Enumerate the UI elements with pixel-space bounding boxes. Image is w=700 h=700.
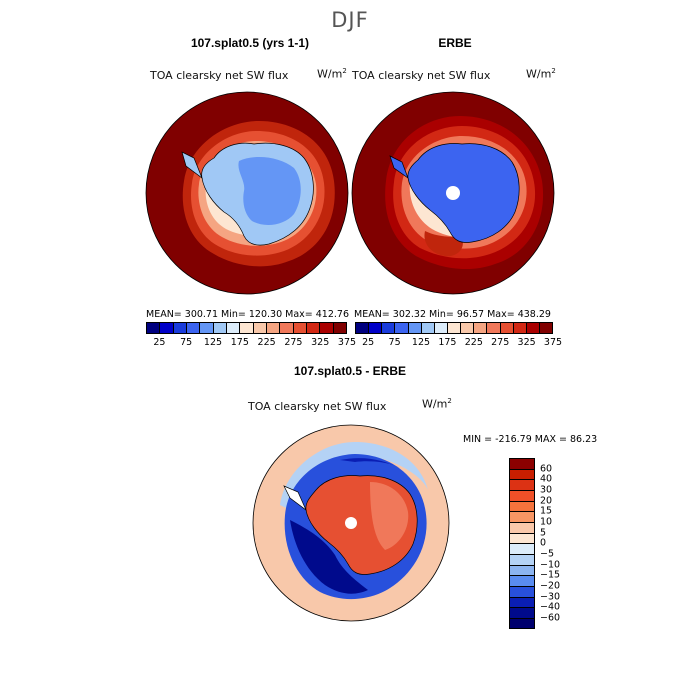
colorbar-tick-label: 275 <box>491 337 510 348</box>
left-panel-units: W/m2 <box>317 67 347 81</box>
colorbar-swatch <box>474 323 488 333</box>
colorbar-tick-label: −40 <box>540 601 561 613</box>
colorbar-swatch <box>293 323 307 333</box>
colorbar-swatch <box>421 323 435 333</box>
season-title: DJF <box>331 8 369 32</box>
right-panel-units: W/m2 <box>526 67 556 81</box>
colorbar-swatch <box>509 458 535 469</box>
colorbar-tick-label: 75 <box>180 337 193 348</box>
colorbar-swatch <box>509 596 535 608</box>
colorbar-swatch <box>509 489 535 501</box>
diff-panel-title: 107.splat0.5 - ERBE <box>293 364 407 378</box>
colorbar-swatch <box>509 521 535 533</box>
colorbar-tick-label: 10 <box>540 516 553 528</box>
colorbar-tick-label: 125 <box>203 337 223 348</box>
colorbar-swatch <box>509 553 535 565</box>
colorbar-tick-label: 175 <box>438 337 457 348</box>
colorbar-swatch <box>509 617 535 629</box>
diff-panel-units: W/m2 <box>422 397 452 411</box>
colorbar-swatch <box>253 323 267 333</box>
colorbar-swatch <box>369 323 383 333</box>
right-panel-title: ERBE <box>438 36 472 50</box>
colorbar-swatch <box>509 500 535 512</box>
colorbar-swatch <box>526 323 540 333</box>
colorbar-swatch <box>509 511 535 522</box>
diff-colorbar <box>509 458 535 629</box>
colorbar-swatch <box>240 323 254 333</box>
colorbar-swatch <box>226 323 241 333</box>
colorbar-swatch <box>509 468 535 480</box>
colorbar-tick-label: −60 <box>540 612 561 624</box>
colorbar-swatch <box>320 323 334 333</box>
right-panel-stats: MEAN= 302.32 Min= 96.57 Max= 438.29 <box>354 309 551 320</box>
left-colorbar <box>146 322 347 334</box>
colorbar-tick-label: 125 <box>411 337 431 348</box>
colorbar-swatch <box>356 323 370 333</box>
colorbar-tick-label: 25 <box>362 337 375 348</box>
colorbar-swatch <box>160 323 174 333</box>
colorbar-swatch <box>500 323 514 333</box>
colorbar-swatch <box>509 585 535 597</box>
colorbar-tick-label: −20 <box>540 580 561 592</box>
left-colorbar-labels: 25 75 125 175 225 275 325 375 <box>146 337 356 351</box>
colorbar-swatch <box>461 323 475 333</box>
colorbar-tick-label: −10 <box>540 559 561 571</box>
colorbar-swatch <box>306 323 321 333</box>
left-polar-map <box>145 91 349 295</box>
colorbar-swatch <box>147 323 161 333</box>
colorbar-tick-label: 30 <box>540 484 553 496</box>
colorbar-swatch <box>509 543 535 554</box>
right-colorbar-labels: 25 75 125 175 225 275 325 375 <box>355 337 562 351</box>
colorbar-swatch <box>333 323 346 333</box>
colorbar-swatch <box>173 323 187 333</box>
colorbar-swatch <box>487 323 501 333</box>
left-panel-stats: MEAN= 300.71 Min= 120.30 Max= 412.76 <box>146 309 350 320</box>
colorbar-swatch <box>408 323 422 333</box>
colorbar-tick-label: 20 <box>540 495 553 507</box>
colorbar-tick-label: 60 <box>540 463 553 475</box>
colorbar-tick-label: 75 <box>388 337 401 348</box>
colorbar-swatch <box>213 323 227 333</box>
colorbar-swatch <box>539 323 553 333</box>
colorbar-tick-label: 25 <box>153 337 166 348</box>
colorbar-swatch <box>280 323 294 333</box>
right-polar-map <box>351 91 555 295</box>
colorbar-swatch <box>447 323 462 333</box>
colorbar-swatch <box>509 479 535 490</box>
right-panel-subtitle: TOA clearsky net SW flux <box>352 69 491 82</box>
colorbar-swatch <box>513 323 527 333</box>
colorbar-tick-label: 325 <box>311 337 330 348</box>
colorbar-tick-label: 325 <box>517 337 536 348</box>
colorbar-swatch <box>200 323 214 333</box>
colorbar-tick-label: 175 <box>230 337 249 348</box>
colorbar-tick-label: 15 <box>540 505 553 517</box>
colorbar-tick-label: 225 <box>257 337 276 348</box>
colorbar-tick-label: −15 <box>540 569 561 581</box>
diff-minmax: MIN = -216.79 MAX = 86.23 <box>463 434 598 445</box>
colorbar-tick-label: 40 <box>540 473 553 485</box>
colorbar-swatch <box>509 564 535 576</box>
colorbar-swatch <box>509 532 535 544</box>
colorbar-swatch <box>382 323 396 333</box>
colorbar-swatch <box>509 575 535 586</box>
colorbar-tick-label: 375 <box>543 337 563 348</box>
colorbar-tick-label: −30 <box>540 591 561 603</box>
colorbar-swatch <box>186 323 201 333</box>
right-colorbar <box>355 322 553 334</box>
diff-panel-subtitle: TOA clearsky net SW flux <box>248 400 387 413</box>
colorbar-swatch <box>509 607 535 618</box>
colorbar-swatch <box>266 323 281 333</box>
colorbar-tick-label: 5 <box>540 527 547 539</box>
colorbar-swatch <box>434 323 448 333</box>
left-panel-subtitle: TOA clearsky net SW flux <box>150 69 289 82</box>
colorbar-tick-label: −5 <box>540 548 555 560</box>
colorbar-tick-label: 225 <box>464 337 483 348</box>
colorbar-tick-label: 275 <box>284 337 303 348</box>
colorbar-tick-label: 0 <box>540 537 547 549</box>
left-panel-title: 107.splat0.5 (yrs 1-1) <box>190 36 310 50</box>
diff-polar-map <box>252 424 450 622</box>
colorbar-tick-label: 375 <box>337 337 357 348</box>
colorbar-swatch <box>395 323 409 333</box>
